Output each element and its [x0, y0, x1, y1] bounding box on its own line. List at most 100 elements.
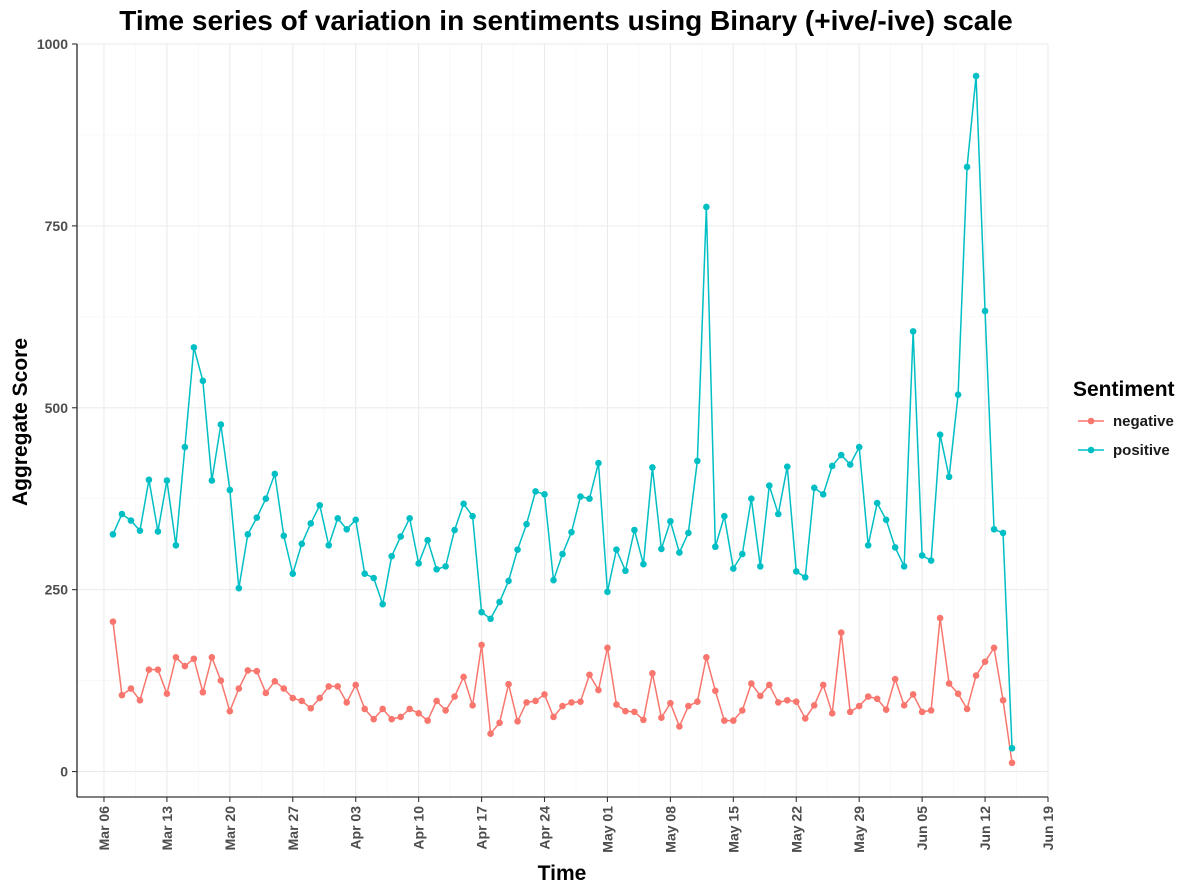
- data-point-negative: [226, 707, 234, 715]
- data-point-positive: [325, 541, 333, 549]
- x-tick-label: Mar 27: [285, 806, 301, 851]
- data-point-positive: [945, 473, 953, 481]
- data-point-negative: [640, 716, 647, 724]
- data-point-positive: [577, 493, 584, 500]
- series-line-positive: [112, 75, 1013, 749]
- data-point-negative: [217, 677, 225, 684]
- data-point-positive: [586, 495, 593, 503]
- data-point-negative: [595, 686, 602, 694]
- data-point-negative: [451, 693, 458, 700]
- data-point-negative: [748, 680, 755, 687]
- data-point-negative: [406, 705, 413, 713]
- data-point-negative: [891, 675, 899, 683]
- data-point-negative: [190, 655, 198, 663]
- data-point-positive: [658, 545, 665, 553]
- data-point-positive: [424, 536, 431, 544]
- legend-label: positive: [1113, 442, 1170, 459]
- data-point-negative: [496, 719, 503, 727]
- data-point-negative: [118, 691, 126, 699]
- data-point-negative: [703, 654, 710, 661]
- legend-item-positive: positive: [1078, 442, 1170, 459]
- data-point-negative: [927, 707, 935, 714]
- data-point-positive: [442, 563, 449, 570]
- data-point-negative: [514, 718, 521, 725]
- data-point-negative: [478, 641, 485, 649]
- data-point-negative: [882, 706, 890, 713]
- data-point-negative: [712, 687, 719, 695]
- data-point-negative: [721, 717, 728, 724]
- data-point-positive: [460, 500, 467, 508]
- x-tick-label: Apr 10: [411, 806, 427, 850]
- data-point-positive: [748, 495, 755, 503]
- data-point-positive: [882, 516, 890, 524]
- x-tick-label: Apr 24: [537, 806, 553, 850]
- series-line-negative: [112, 617, 1013, 763]
- data-point-positive: [226, 486, 234, 494]
- x-axis-ticks: Mar 06 Mar 13 Mar 20 Mar 27 Apr 03 Apr 10 Apr …: [96, 797, 1056, 853]
- data-point-negative: [316, 694, 324, 702]
- data-point-positive: [478, 608, 485, 616]
- y-axis-ticks: 0 250 500 750 1000: [37, 36, 77, 780]
- data-point-positive: [514, 546, 521, 553]
- data-point-negative: [379, 705, 386, 713]
- data-point-positive: [739, 550, 746, 558]
- data-point-positive: [622, 567, 629, 575]
- data-point-positive: [370, 574, 377, 582]
- data-point-positive: [783, 463, 791, 471]
- data-point-positive: [936, 431, 944, 438]
- data-point-negative: [792, 698, 800, 705]
- data-point-negative: [154, 666, 162, 673]
- data-point-positive: [774, 510, 782, 518]
- data-point-negative: [469, 702, 476, 709]
- data-point-positive: [810, 484, 818, 492]
- data-point-negative: [343, 699, 351, 706]
- x-tick-label: May 15: [725, 806, 741, 853]
- data-point-negative: [136, 696, 144, 704]
- data-point-positive: [208, 477, 216, 484]
- data-point-negative: [765, 681, 773, 689]
- data-point-negative: [289, 694, 297, 702]
- x-tick-label: Mar 13: [159, 806, 175, 851]
- grid-lines: [77, 43, 1049, 797]
- data-point-positive: [280, 532, 288, 540]
- data-point-negative: [676, 723, 683, 730]
- x-axis-title: Time: [538, 862, 587, 885]
- data-point-positive: [712, 543, 719, 551]
- data-point-negative: [262, 689, 270, 697]
- data-point-negative: [801, 715, 809, 722]
- data-point-negative: [298, 697, 306, 705]
- data-point-negative: [559, 702, 566, 710]
- data-point-negative: [739, 707, 746, 714]
- data-point-positive: [918, 552, 926, 559]
- data-point-positive: [963, 163, 971, 171]
- data-point-negative: [352, 681, 360, 689]
- data-point-positive: [541, 491, 548, 498]
- data-point-positive: [415, 560, 422, 567]
- data-point-positive: [855, 443, 863, 451]
- data-point-negative: [532, 697, 539, 705]
- y-tick-label: 250: [45, 582, 69, 598]
- x-tick-label: Mar 06: [96, 806, 112, 851]
- data-point-negative: [900, 702, 908, 709]
- y-tick-label: 750: [45, 218, 69, 234]
- data-point-negative: [990, 644, 998, 652]
- data-point-positive: [487, 615, 494, 623]
- data-point-negative: [774, 699, 782, 706]
- data-point-positive: [631, 526, 638, 534]
- data-point-negative: [667, 699, 674, 707]
- data-point-positive: [388, 552, 395, 560]
- data-point-positive: [828, 462, 836, 470]
- data-point-positive: [496, 598, 503, 606]
- y-axis-title: Aggregate Score: [9, 338, 32, 506]
- data-point-negative: [172, 654, 180, 661]
- data-point-positive: [891, 544, 899, 551]
- data-point-negative: [370, 715, 377, 723]
- data-point-positive: [667, 517, 674, 525]
- data-point-negative: [954, 690, 962, 697]
- data-point-negative: [244, 667, 252, 674]
- data-point-positive: [990, 525, 998, 533]
- x-tick-label: Jun 19: [1040, 806, 1056, 851]
- data-point-positive: [559, 550, 566, 558]
- x-tick-label: May 01: [599, 806, 615, 853]
- data-point-positive: [1008, 744, 1016, 752]
